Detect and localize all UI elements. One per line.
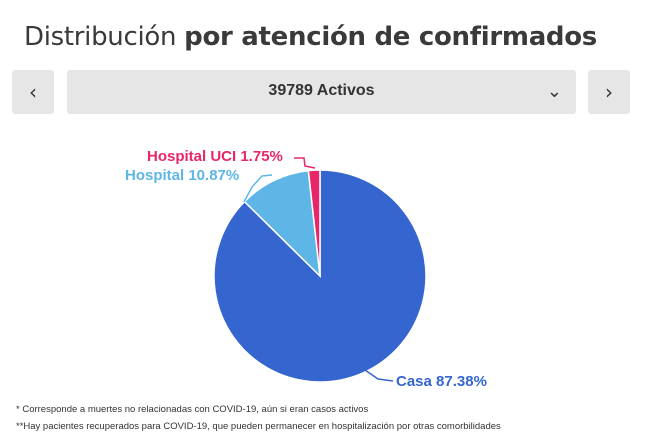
next-button[interactable]: › [588,70,630,114]
pie-slice-uci[interactable] [307,169,321,277]
title-bold: por atención de confirmados [184,22,597,52]
status-select[interactable]: 39789 Activos ⌄ [67,70,576,114]
title-light: Distribución [24,22,185,52]
leader-line [364,369,394,382]
pie-label: Casa 87.38% [396,373,487,390]
chevron-down-icon: ⌄ [546,81,562,102]
prev-button[interactable]: ‹ [12,70,54,114]
footnote-1: * Corresponde a muertes no relacionadas … [16,404,369,415]
footnotes: * Corresponde a muertes no relacionadas … [16,401,501,435]
pie-label: Hospital 10.87% [125,167,239,184]
chart-title: Distribución por atención de confirmados [24,22,597,52]
footnote-2: **Hay pacientes recuperados para COVID-1… [16,421,501,432]
chevron-left-icon: ‹ [29,80,37,104]
leader-line [243,174,273,203]
status-select-value: 39789 Activos [268,82,375,99]
leader-line [294,157,316,169]
chevron-right-icon: › [605,80,613,104]
pie-chart: Casa 87.38% Hospital 10.87% Hospital UCI 1… [125,148,487,390]
pie-label: Hospital UCI 1.75% [147,148,283,165]
